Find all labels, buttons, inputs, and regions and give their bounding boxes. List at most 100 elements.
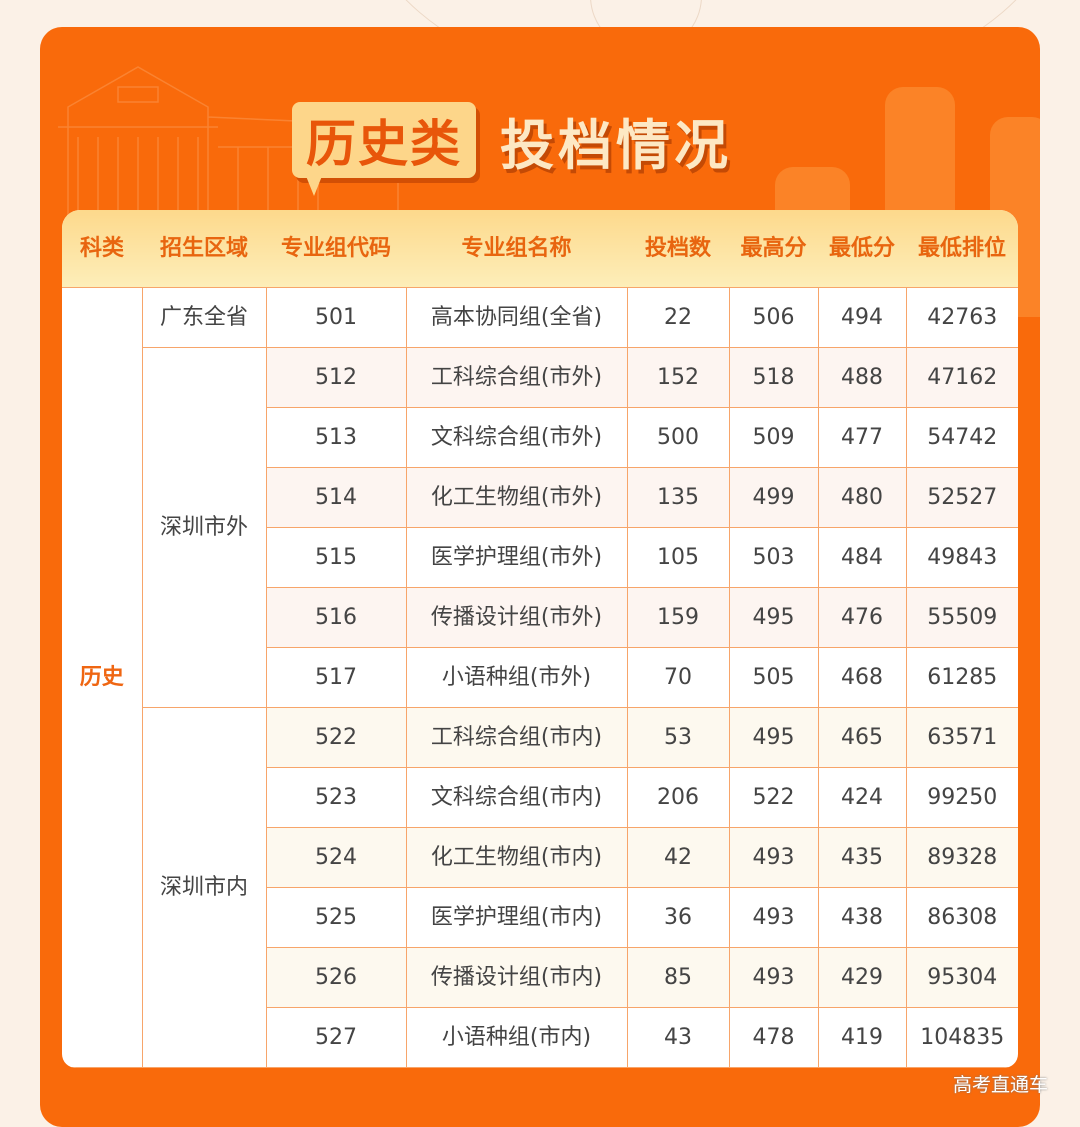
table-cell: 55509 — [905, 587, 1018, 648]
table-cell: 42763 — [905, 287, 1018, 348]
table-cell: 424 — [817, 767, 907, 828]
table-cell: 文科综合组(市内) — [405, 767, 628, 828]
table-cell: 509 — [728, 407, 819, 468]
table-cell: 104835 — [905, 1007, 1018, 1068]
table-cell: 526 — [265, 947, 407, 1008]
table-cell: 99250 — [905, 767, 1018, 828]
table-row: 历史 广东全省 501 高本协同组(全省) 22 506 494 42763 — [62, 287, 1018, 1068]
table-cell: 480 — [817, 467, 907, 528]
table-cell: 医学护理组(市内) — [405, 887, 628, 948]
table-row: 526 传播设计组(市内) 85 493 429 95304 — [62, 947, 1018, 1008]
table-cell: 49843 — [905, 527, 1018, 588]
table-cell: 438 — [817, 887, 907, 948]
table-row: 516 传播设计组(市外) 159 495 476 55509 — [62, 587, 1018, 648]
admission-table: 科类 招生区域 专业组代码 专业组名称 投档数 最高分 最低分 最低排位 历史 广东全省 501 高… — [62, 210, 1018, 1068]
region-cell: 广东全省 — [141, 287, 267, 348]
table-cell: 505 — [728, 647, 819, 708]
table-cell: 468 — [817, 647, 907, 708]
table-cell: 小语种组(市外) — [405, 647, 628, 708]
table-cell: 522 — [265, 707, 407, 768]
table-cell: 36 — [626, 887, 730, 948]
category-cell: 历史 — [62, 287, 143, 1068]
table-cell: 70 — [626, 647, 730, 708]
table-cell: 524 — [265, 827, 407, 888]
column-header: 科类 — [62, 210, 142, 288]
table-cell: 47162 — [905, 347, 1018, 408]
table-cell: 488 — [817, 347, 907, 408]
table-row: 523 文科综合组(市内) 206 522 424 99250 — [62, 767, 1018, 828]
table-cell: 61285 — [905, 647, 1018, 708]
table-cell: 484 — [817, 527, 907, 588]
table-cell: 52527 — [905, 467, 1018, 528]
table-cell: 493 — [728, 947, 819, 1008]
table-cell: 517 — [265, 647, 407, 708]
table-cell: 高本协同组(全省) — [405, 287, 628, 348]
table-cell: 42 — [626, 827, 730, 888]
table-cell: 503 — [728, 527, 819, 588]
table-cell: 495 — [728, 707, 819, 768]
column-header: 投档数 — [627, 210, 729, 288]
table-row: 524 化工生物组(市内) 42 493 435 89328 — [62, 827, 1018, 888]
table-cell: 小语种组(市内) — [405, 1007, 628, 1068]
table-cell: 478 — [728, 1007, 819, 1068]
column-header: 最高分 — [729, 210, 818, 288]
table-cell: 465 — [817, 707, 907, 768]
region-cell: 深圳市内 — [141, 707, 267, 1068]
table-cell: 159 — [626, 587, 730, 648]
table-cell: 429 — [817, 947, 907, 1008]
table-cell: 工科综合组(市外) — [405, 347, 628, 408]
table-cell: 化工生物组(市内) — [405, 827, 628, 888]
column-header: 专业组名称 — [406, 210, 627, 288]
table-cell: 54742 — [905, 407, 1018, 468]
table-cell: 516 — [265, 587, 407, 648]
table-cell: 523 — [265, 767, 407, 828]
watermark: 高考直通车 — [952, 1074, 1048, 1096]
table-cell: 515 — [265, 527, 407, 588]
table-cell: 文科综合组(市外) — [405, 407, 628, 468]
table-cell: 419 — [817, 1007, 907, 1068]
table-cell: 63571 — [905, 707, 1018, 768]
table-cell: 105 — [626, 527, 730, 588]
column-header: 招生区域 — [142, 210, 266, 288]
table-cell: 435 — [817, 827, 907, 888]
table-cell: 135 — [626, 467, 730, 528]
table-row: 515 医学护理组(市外) 105 503 484 49843 — [62, 527, 1018, 588]
table-cell: 传播设计组(市外) — [405, 587, 628, 648]
table-cell: 206 — [626, 767, 730, 828]
table-cell: 527 — [265, 1007, 407, 1068]
table-cell: 501 — [265, 287, 407, 348]
table-cell: 500 — [626, 407, 730, 468]
table-header: 科类 招生区域 专业组代码 专业组名称 投档数 最高分 最低分 最低排位 — [62, 210, 1018, 288]
column-header: 最低排位 — [906, 210, 1018, 288]
table-cell: 477 — [817, 407, 907, 468]
table-row: 517 小语种组(市外) 70 505 468 61285 — [62, 647, 1018, 708]
table-row: 514 化工生物组(市外) 135 499 480 52527 — [62, 467, 1018, 528]
title-main: 投档情况 — [500, 113, 732, 177]
table-cell: 53 — [626, 707, 730, 768]
table-row: 深圳市外 512 工科综合组(市外) 152 518 488 47162 — [62, 347, 1018, 708]
column-header: 最低分 — [818, 210, 906, 288]
table-cell: 495 — [728, 587, 819, 648]
table-cell: 医学护理组(市外) — [405, 527, 628, 588]
admission-card: 历史类 投档情况 科类 招生区域 专业组代码 专业组名称 投档数 最高分 最低分 最低排位 历… — [40, 27, 1040, 1127]
table-cell: 493 — [728, 827, 819, 888]
table-row: 513 文科综合组(市外) 500 509 477 54742 — [62, 407, 1018, 468]
table-cell: 499 — [728, 467, 819, 528]
table-row: 527 小语种组(市内) 43 478 419 104835 — [62, 1007, 1018, 1068]
table-cell: 传播设计组(市内) — [405, 947, 628, 1008]
table-cell: 152 — [626, 347, 730, 408]
table-cell: 22 — [626, 287, 730, 348]
table-cell: 43 — [626, 1007, 730, 1068]
region-cell: 深圳市外 — [141, 347, 267, 708]
table-cell: 85 — [626, 947, 730, 1008]
table-cell: 512 — [265, 347, 407, 408]
title-badge-text: 历史类 — [306, 115, 462, 173]
table-cell: 476 — [817, 587, 907, 648]
table-cell: 86308 — [905, 887, 1018, 948]
page-title: 历史类 投档情况 — [292, 102, 732, 196]
table-cell: 493 — [728, 887, 819, 948]
table-cell: 89328 — [905, 827, 1018, 888]
table-cell: 化工生物组(市外) — [405, 467, 628, 528]
title-badge: 历史类 — [292, 102, 476, 196]
table-cell: 95304 — [905, 947, 1018, 1008]
